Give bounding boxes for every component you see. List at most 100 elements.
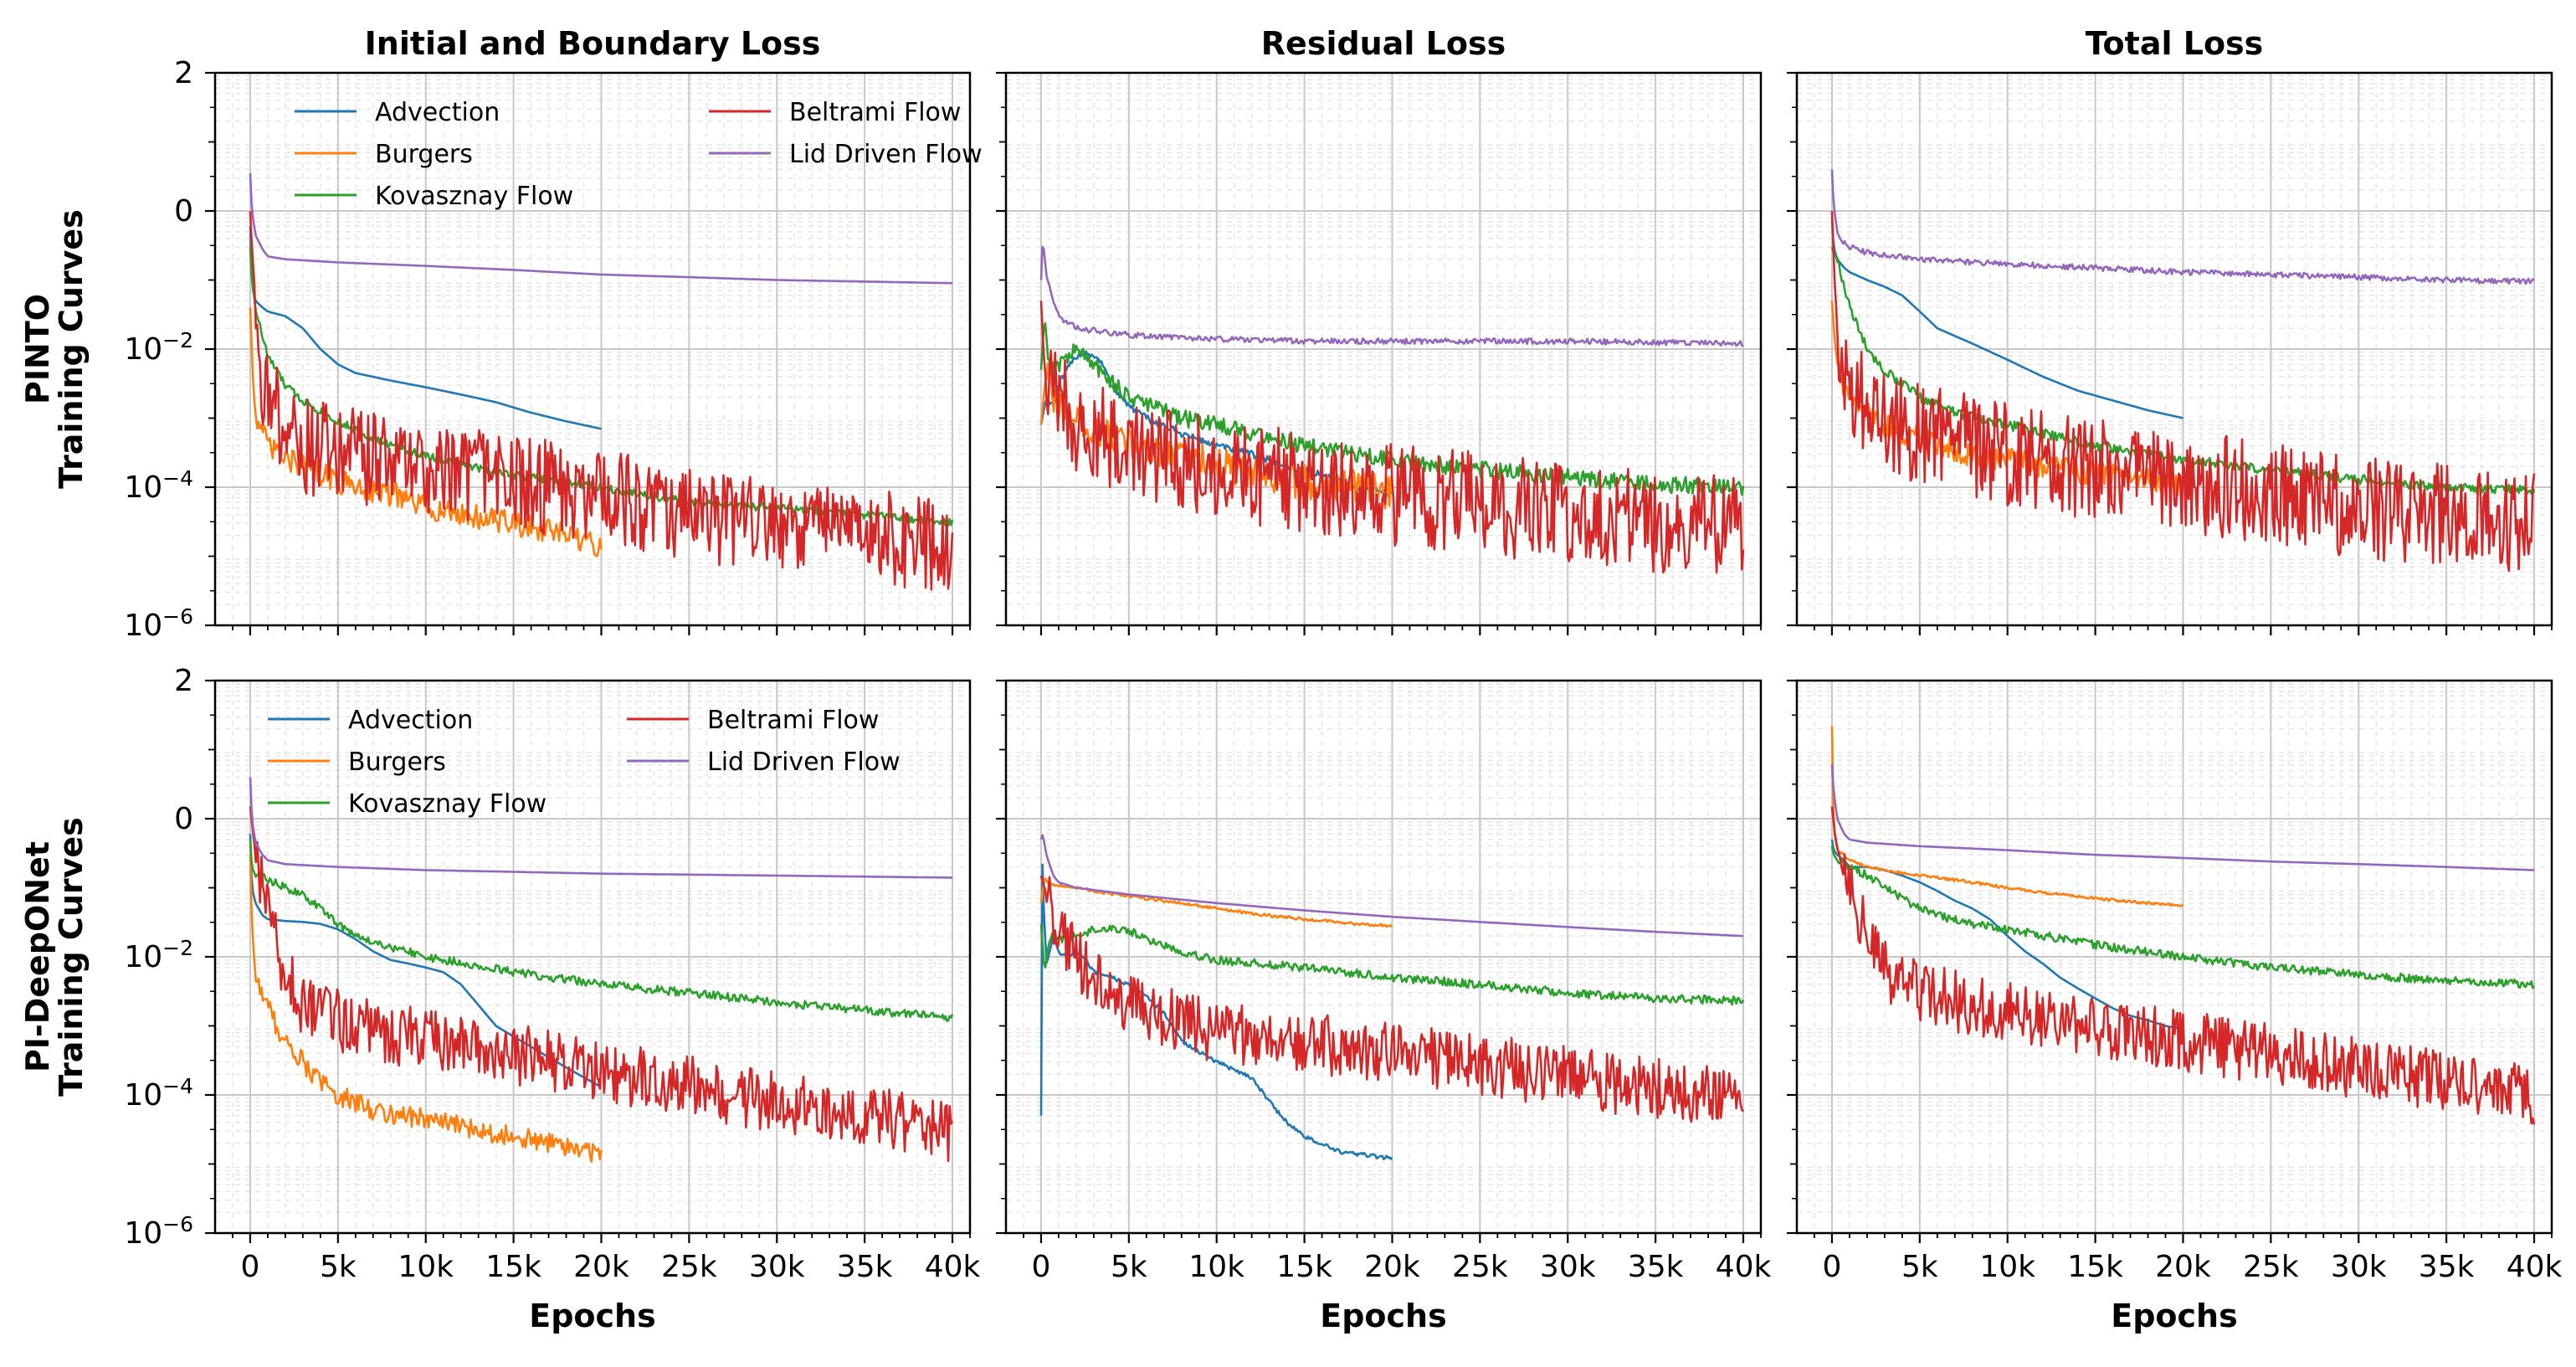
y-tick-label: 10−4 bbox=[124, 466, 193, 505]
y-tick-label-exponent: −2 bbox=[162, 936, 193, 960]
x-tick-label: 0 bbox=[1823, 1250, 1842, 1284]
x-tick-label: 30k bbox=[749, 1250, 805, 1284]
x-tick-label: 35k bbox=[1628, 1250, 1684, 1284]
series-line-beltrami-flow bbox=[1830, 210, 2536, 573]
row-label-line1: PINTO bbox=[19, 294, 56, 404]
series-line-advection bbox=[1830, 217, 2183, 419]
legend-label: Beltrami Flow bbox=[707, 706, 879, 735]
data-lines bbox=[1039, 834, 1745, 1161]
legend: Advection Burgers Kovasznay Flow Beltrami F… bbox=[268, 706, 901, 819]
y-tick-label: 10−2 bbox=[124, 328, 193, 367]
series-line-beltrami-flow bbox=[249, 210, 954, 591]
y-tick-label: 10−2 bbox=[124, 936, 193, 974]
series-line-advection bbox=[249, 226, 602, 430]
x-tick-label: 25k bbox=[661, 1250, 717, 1284]
y-tick-label: 0 bbox=[174, 802, 193, 836]
x-tick-label: 20k bbox=[573, 1250, 629, 1284]
y-tick-label-base: 10 bbox=[124, 470, 162, 505]
y-tick-label-base: 2 bbox=[174, 664, 193, 698]
series-line-lid-driven-flow bbox=[1830, 169, 2535, 285]
data-lines bbox=[1830, 169, 2536, 573]
y-tick-label: 10−6 bbox=[124, 604, 193, 643]
subplot-title: Residual Loss bbox=[1261, 25, 1506, 62]
x-tick-label: 10k bbox=[398, 1250, 454, 1284]
series-line-beltrami-flow bbox=[1039, 875, 1745, 1123]
y-tick-label-exponent: −4 bbox=[162, 1074, 193, 1098]
y-tick-label-base: 10 bbox=[124, 940, 162, 974]
subplot-title: Initial and Boundary Loss bbox=[365, 25, 821, 62]
y-tick-label-base: 10 bbox=[124, 609, 162, 643]
x-tick-label: 30k bbox=[2331, 1250, 2387, 1284]
y-tick-label-exponent: −6 bbox=[162, 1212, 193, 1236]
legend-label: Lid Driven Flow bbox=[707, 748, 901, 777]
data-lines bbox=[249, 777, 954, 1163]
x-tick-label: 10k bbox=[1188, 1250, 1244, 1284]
legend-label: Burgers bbox=[348, 748, 446, 777]
y-tick-label: 10−6 bbox=[124, 1212, 193, 1251]
series-line-kovasznay-flow bbox=[249, 839, 954, 1022]
series-line-kovasznay-flow bbox=[1830, 845, 2536, 989]
x-axis-label: Epochs bbox=[529, 1298, 655, 1334]
y-tick-label-exponent: −6 bbox=[162, 604, 193, 629]
series-line-lid-driven-flow bbox=[249, 173, 953, 285]
y-tick-label: 2 bbox=[174, 664, 193, 698]
x-tick-label: 20k bbox=[1364, 1250, 1420, 1284]
x-tick-label: 40k bbox=[925, 1250, 981, 1284]
x-tick-label: 5k bbox=[320, 1250, 357, 1284]
x-tick-label: 15k bbox=[1276, 1250, 1332, 1284]
row-label-line2: Training Curves bbox=[53, 209, 90, 489]
x-tick-label: 10k bbox=[1979, 1250, 2035, 1284]
series-line-burgers bbox=[1830, 726, 2184, 907]
series-line-beltrami-flow bbox=[249, 806, 954, 1163]
data-lines bbox=[1039, 245, 1745, 574]
data-lines bbox=[1830, 726, 2536, 1125]
y-tick-label-base: 2 bbox=[174, 56, 193, 90]
y-tick-label: 10−4 bbox=[124, 1074, 193, 1113]
x-tick-label: 40k bbox=[2507, 1250, 2563, 1284]
x-tick-label: 35k bbox=[837, 1250, 893, 1284]
x-tick-label: 25k bbox=[1452, 1250, 1508, 1284]
x-axis-label: Epochs bbox=[1320, 1298, 1446, 1334]
y-tick-label: 2 bbox=[174, 56, 193, 90]
y-tick-label-base: 0 bbox=[174, 194, 193, 229]
subplot-r2-c2: 0 5k 10k 15k 20k 25k 30k 35k 40k Epochs bbox=[996, 679, 1772, 1334]
x-axis-label: Epochs bbox=[2111, 1298, 2237, 1334]
series-line-kovasznay-flow bbox=[1830, 246, 2536, 496]
y-tick-label: 0 bbox=[174, 194, 193, 229]
subplot-title: Total Loss bbox=[2086, 25, 2264, 62]
y-tick-label-base: 10 bbox=[124, 1216, 162, 1251]
x-tick-label: 5k bbox=[1901, 1250, 1938, 1284]
series-line-lid-driven-flow bbox=[249, 777, 952, 879]
legend-label: Kovasznay Flow bbox=[375, 182, 573, 211]
data-lines bbox=[249, 173, 954, 591]
subplot-r1-c2: Residual Loss bbox=[996, 25, 1763, 635]
legend-label: Advection bbox=[375, 98, 500, 127]
legend: Advection Burgers Kovasznay Flow Beltrami F… bbox=[295, 98, 983, 211]
x-tick-label: 20k bbox=[2155, 1250, 2211, 1284]
series-line-advection bbox=[249, 834, 603, 1088]
series-line-lid-driven-flow bbox=[1039, 834, 1744, 938]
series-line-burgers bbox=[249, 855, 603, 1163]
y-tick-label-exponent: −4 bbox=[162, 466, 193, 491]
series-line-beltrami-flow bbox=[1039, 301, 1745, 574]
series-line-beltrami-flow bbox=[1830, 806, 2536, 1125]
legend-label: Kovasznay Flow bbox=[348, 789, 547, 819]
x-tick-label: 15k bbox=[2067, 1250, 2123, 1284]
legend-label: Advection bbox=[348, 706, 473, 735]
x-tick-label: 15k bbox=[485, 1250, 541, 1284]
subplot-r1-c3: Total Loss bbox=[1787, 25, 2553, 635]
y-tick-label-exponent: −2 bbox=[162, 328, 193, 352]
row-label-line1: PI-DeepONet bbox=[19, 841, 56, 1072]
subplot-r2-c3: 0 5k 10k 15k 20k 25k 30k 35k 40k Epochs bbox=[1787, 679, 2563, 1334]
x-tick-label: 40k bbox=[1716, 1250, 1772, 1284]
x-tick-label: 0 bbox=[241, 1250, 260, 1284]
legend-label: Beltrami Flow bbox=[789, 98, 961, 127]
x-tick-label: 35k bbox=[2419, 1250, 2475, 1284]
series-line-lid-driven-flow bbox=[1830, 764, 2534, 871]
y-tick-label-base: 10 bbox=[124, 1078, 162, 1113]
y-tick-label-base: 0 bbox=[174, 802, 193, 836]
series-line-lid-driven-flow bbox=[1039, 245, 1744, 347]
